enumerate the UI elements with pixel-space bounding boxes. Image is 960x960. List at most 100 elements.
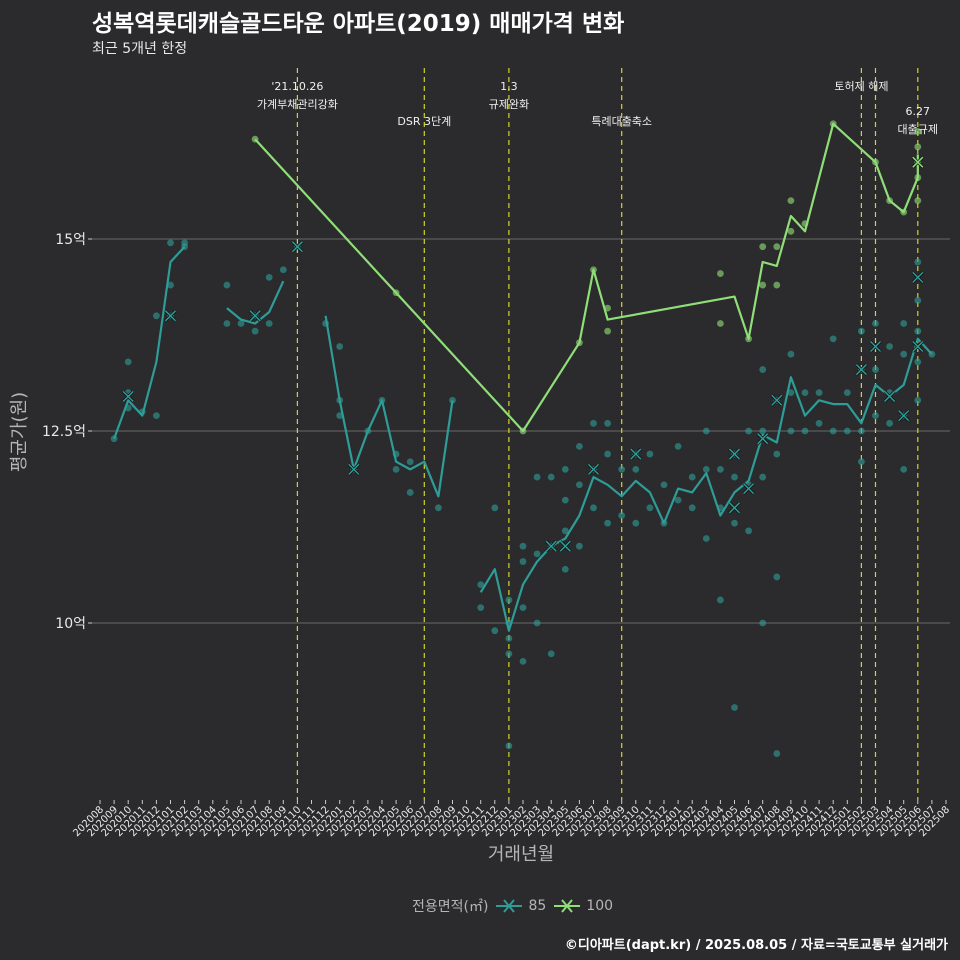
data-point [561, 466, 569, 473]
cross-stroke [164, 310, 177, 322]
legend-item-100: 100 [554, 896, 613, 916]
cross-stroke [122, 390, 134, 402]
cross-stroke [743, 483, 755, 495]
data-point [815, 419, 823, 427]
data-point [759, 366, 767, 373]
series-line-85 [324, 315, 454, 498]
cross-stroke [912, 156, 924, 168]
data-point [787, 197, 795, 205]
data-point [251, 327, 259, 335]
cross-stroke [884, 390, 896, 402]
data-point [223, 281, 231, 289]
cross-stroke [912, 340, 924, 353]
data-point [914, 396, 922, 404]
event-label: 특례대출축소 [591, 115, 652, 128]
data-point [717, 320, 724, 327]
data-point [702, 535, 710, 542]
data-point [618, 466, 626, 473]
data-point [604, 519, 611, 527]
cross-stroke [249, 310, 261, 322]
data-point [872, 366, 879, 373]
event-label: 규제완화 [489, 98, 529, 111]
data-point [533, 473, 541, 481]
cross-marker [911, 156, 924, 169]
cross-stroke [757, 433, 769, 445]
event-label: 가계부채관리강화 [257, 98, 338, 111]
data-point [717, 466, 724, 473]
y-tick-label: 10억 [55, 616, 86, 632]
data-point [745, 427, 752, 435]
data-point [688, 504, 696, 512]
event-label: 1.3 [500, 80, 518, 93]
y-tick-label: 15억 [55, 232, 86, 248]
data-point [731, 704, 738, 711]
data-point [773, 281, 781, 289]
y-tick-label: 12.5억 [42, 424, 86, 440]
data-point [914, 128, 922, 135]
data-point [435, 504, 442, 512]
data-point [576, 542, 583, 550]
data-point [237, 320, 245, 327]
cross-stroke [912, 271, 924, 283]
data-point [843, 427, 851, 435]
data-point [519, 542, 527, 550]
series-line-100 [254, 122, 919, 433]
cross-marker [728, 501, 741, 514]
data-point [632, 519, 640, 527]
cross-stroke [855, 364, 867, 376]
cross-marker [742, 482, 755, 495]
data-point [167, 281, 174, 289]
data-point [519, 558, 527, 565]
data-point [153, 312, 160, 320]
data-point [223, 320, 231, 327]
data-point [759, 473, 767, 481]
data-point [674, 442, 682, 450]
data-points [110, 120, 936, 757]
cross-stroke [545, 540, 557, 552]
data-point [759, 281, 767, 289]
cross-marker [911, 340, 924, 353]
data-point [886, 419, 893, 427]
data-point [491, 627, 499, 635]
data-point [773, 573, 781, 581]
event-label: '21.10.26 [271, 80, 323, 93]
data-point [914, 358, 922, 366]
cross-marker [770, 394, 783, 407]
cross-marker [291, 240, 304, 253]
y-axis-label: 평균가(원) [9, 392, 30, 472]
data-point [392, 466, 400, 473]
cross-marker [587, 463, 600, 476]
cross-marker [855, 363, 868, 376]
cross-stroke [291, 241, 303, 253]
data-point [533, 619, 541, 627]
series-line-85 [113, 245, 186, 440]
series-line-85 [226, 280, 285, 325]
data-point [787, 427, 795, 435]
data-point [406, 489, 414, 496]
data-point [843, 389, 851, 396]
series-lines [113, 122, 933, 632]
data-point [773, 243, 781, 251]
data-point [576, 442, 583, 450]
data-point [265, 274, 273, 281]
cross-stroke [771, 394, 783, 406]
data-point [449, 396, 456, 404]
data-point [167, 239, 174, 247]
cross-stroke [348, 463, 360, 475]
cross-marker [545, 540, 558, 553]
data-point [914, 297, 922, 304]
data-point [674, 496, 682, 504]
cross-marker [911, 271, 924, 284]
legend-title: 전용면적(㎡) [412, 899, 489, 915]
source-caption: ©디아파트(dapt.kr) / 2025.08.05 / 자료=국토교통부 실… [564, 938, 948, 953]
data-point [660, 481, 668, 489]
data-point [702, 427, 710, 435]
data-point [406, 458, 414, 466]
data-point [773, 750, 781, 757]
data-point [519, 604, 527, 612]
event-label: 토허제 해제 [834, 79, 888, 93]
legend-key-100-icon [554, 899, 581, 913]
data-point [858, 327, 865, 335]
event-label: 6.27 [906, 105, 931, 118]
